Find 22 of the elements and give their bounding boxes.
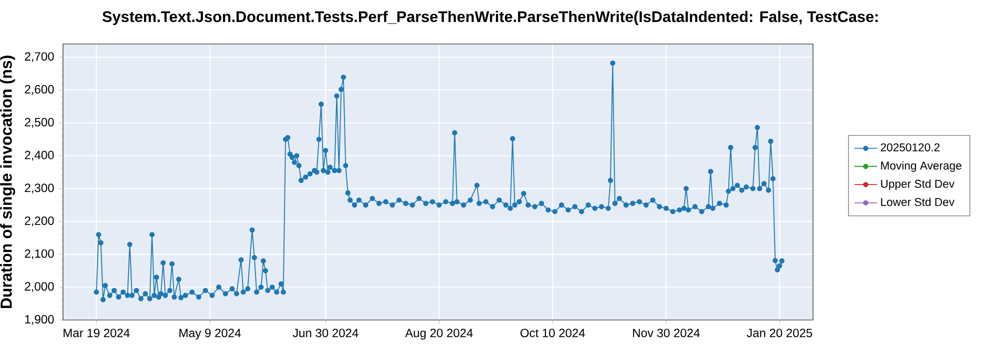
legend-label: Lower Std Dev: [881, 198, 954, 206]
legend-label: 20250120.2: [880, 143, 940, 152]
x-tick-label: Jun 30 2024: [292, 328, 358, 338]
y-tick-label: 2,200: [24, 216, 54, 226]
y-tick-label: 2,700: [24, 52, 54, 62]
y-tick-label: 2,500: [24, 118, 54, 128]
y-axis-title: Duration of single invocation (ns): [0, 56, 16, 308]
y-tick-label: 2,600: [24, 85, 54, 95]
x-tick-label: Mar 19 2024: [64, 328, 130, 338]
y-tick-label: 1,900: [25, 315, 54, 325]
legend-label: Upper Std Dev: [881, 179, 954, 190]
y-tick-label: 2,300: [24, 184, 54, 194]
y-tick-label: 2,400: [24, 150, 54, 161]
x-tick-label: Jan 20 2025: [746, 328, 812, 338]
x-tick-label: Oct 10 2024: [520, 328, 585, 338]
x-tick-label: Nov 30 2024: [633, 328, 700, 338]
y-tick-label: 2,000: [24, 282, 54, 292]
x-tick-label: May 9 2024: [180, 328, 241, 340]
legend-label: Moving Average: [881, 161, 962, 172]
x-tick-label: Aug 20 2024: [405, 328, 473, 340]
chart-title: System.Text.Json.Document.Tests.Perf_ParseThenWrite.ParseThenWrite(IsDataIndented: False, TestCase:: [102, 10, 878, 26]
y-tick-label: 2,100: [24, 249, 54, 260]
